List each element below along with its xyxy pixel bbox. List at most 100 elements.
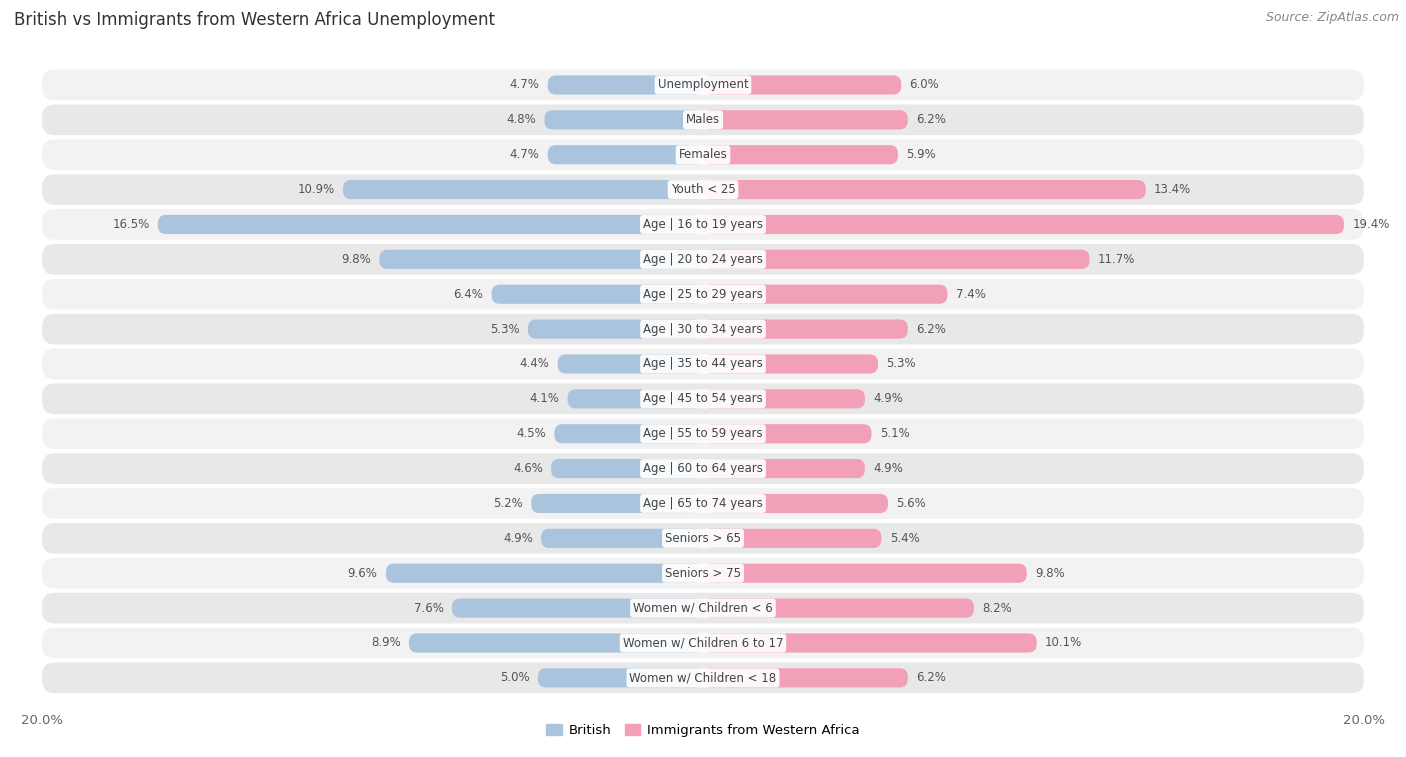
Text: Unemployment: Unemployment [658,79,748,92]
FancyBboxPatch shape [703,215,1344,234]
FancyBboxPatch shape [385,564,703,583]
FancyBboxPatch shape [380,250,703,269]
Text: Seniors > 65: Seniors > 65 [665,532,741,545]
Text: Females: Females [679,148,727,161]
FancyBboxPatch shape [42,139,1364,170]
FancyBboxPatch shape [42,593,1364,624]
Text: Women w/ Children < 18: Women w/ Children < 18 [630,671,776,684]
FancyBboxPatch shape [703,564,1026,583]
FancyBboxPatch shape [703,668,908,687]
Text: 10.9%: 10.9% [297,183,335,196]
FancyBboxPatch shape [703,180,1146,199]
FancyBboxPatch shape [703,389,865,409]
Text: 7.4%: 7.4% [956,288,986,301]
Text: 6.2%: 6.2% [917,671,946,684]
FancyBboxPatch shape [703,494,889,513]
Text: 10.1%: 10.1% [1045,637,1083,650]
Text: 4.5%: 4.5% [516,427,546,441]
FancyBboxPatch shape [42,384,1364,414]
Text: 4.7%: 4.7% [509,148,540,161]
FancyBboxPatch shape [558,354,703,373]
FancyBboxPatch shape [531,494,703,513]
FancyBboxPatch shape [343,180,703,199]
Text: 13.4%: 13.4% [1154,183,1191,196]
FancyBboxPatch shape [42,349,1364,379]
Text: 6.2%: 6.2% [917,114,946,126]
Text: 5.2%: 5.2% [494,497,523,510]
FancyBboxPatch shape [42,209,1364,240]
Text: Age | 45 to 54 years: Age | 45 to 54 years [643,392,763,405]
FancyBboxPatch shape [492,285,703,304]
FancyBboxPatch shape [548,76,703,95]
FancyBboxPatch shape [42,488,1364,519]
Text: 11.7%: 11.7% [1098,253,1135,266]
Text: Seniors > 75: Seniors > 75 [665,567,741,580]
Text: 5.1%: 5.1% [880,427,910,441]
Text: 6.0%: 6.0% [910,79,939,92]
Text: Youth < 25: Youth < 25 [671,183,735,196]
Text: 5.4%: 5.4% [890,532,920,545]
FancyBboxPatch shape [541,528,703,548]
FancyBboxPatch shape [42,453,1364,484]
FancyBboxPatch shape [42,70,1364,101]
Text: Age | 65 to 74 years: Age | 65 to 74 years [643,497,763,510]
FancyBboxPatch shape [568,389,703,409]
Text: Age | 25 to 29 years: Age | 25 to 29 years [643,288,763,301]
Text: Women w/ Children 6 to 17: Women w/ Children 6 to 17 [623,637,783,650]
FancyBboxPatch shape [42,558,1364,589]
FancyBboxPatch shape [42,628,1364,659]
FancyBboxPatch shape [703,250,1090,269]
FancyBboxPatch shape [703,111,908,129]
Legend: British, Immigrants from Western Africa: British, Immigrants from Western Africa [541,719,865,743]
FancyBboxPatch shape [157,215,703,234]
FancyBboxPatch shape [703,76,901,95]
FancyBboxPatch shape [703,354,879,373]
FancyBboxPatch shape [554,424,703,444]
Text: 19.4%: 19.4% [1353,218,1389,231]
Text: Women w/ Children < 6: Women w/ Children < 6 [633,602,773,615]
FancyBboxPatch shape [42,279,1364,310]
Text: Source: ZipAtlas.com: Source: ZipAtlas.com [1265,11,1399,24]
Text: 4.9%: 4.9% [873,392,903,405]
Text: Males: Males [686,114,720,126]
Text: Age | 20 to 24 years: Age | 20 to 24 years [643,253,763,266]
FancyBboxPatch shape [409,634,703,653]
FancyBboxPatch shape [42,313,1364,344]
Text: 9.8%: 9.8% [342,253,371,266]
FancyBboxPatch shape [703,459,865,478]
Text: 16.5%: 16.5% [112,218,149,231]
FancyBboxPatch shape [703,634,1036,653]
FancyBboxPatch shape [703,528,882,548]
Text: 9.8%: 9.8% [1035,567,1064,580]
Text: 4.9%: 4.9% [873,462,903,475]
Text: 8.9%: 8.9% [371,637,401,650]
FancyBboxPatch shape [548,145,703,164]
Text: Age | 55 to 59 years: Age | 55 to 59 years [643,427,763,441]
Text: 5.3%: 5.3% [491,322,520,335]
Text: Age | 60 to 64 years: Age | 60 to 64 years [643,462,763,475]
FancyBboxPatch shape [42,244,1364,275]
FancyBboxPatch shape [703,145,898,164]
Text: 4.7%: 4.7% [509,79,540,92]
FancyBboxPatch shape [42,104,1364,136]
Text: 6.2%: 6.2% [917,322,946,335]
FancyBboxPatch shape [703,285,948,304]
FancyBboxPatch shape [42,174,1364,205]
Text: 6.4%: 6.4% [453,288,484,301]
FancyBboxPatch shape [703,599,974,618]
Text: 5.0%: 5.0% [501,671,530,684]
Text: Age | 30 to 34 years: Age | 30 to 34 years [643,322,763,335]
Text: 7.6%: 7.6% [413,602,444,615]
Text: 4.1%: 4.1% [530,392,560,405]
Text: 9.6%: 9.6% [347,567,378,580]
Text: British vs Immigrants from Western Africa Unemployment: British vs Immigrants from Western Afric… [14,11,495,30]
FancyBboxPatch shape [42,662,1364,693]
FancyBboxPatch shape [42,419,1364,449]
Text: 8.2%: 8.2% [983,602,1012,615]
FancyBboxPatch shape [42,523,1364,553]
FancyBboxPatch shape [703,319,908,338]
Text: 5.3%: 5.3% [886,357,915,370]
FancyBboxPatch shape [451,599,703,618]
FancyBboxPatch shape [537,668,703,687]
Text: 4.9%: 4.9% [503,532,533,545]
